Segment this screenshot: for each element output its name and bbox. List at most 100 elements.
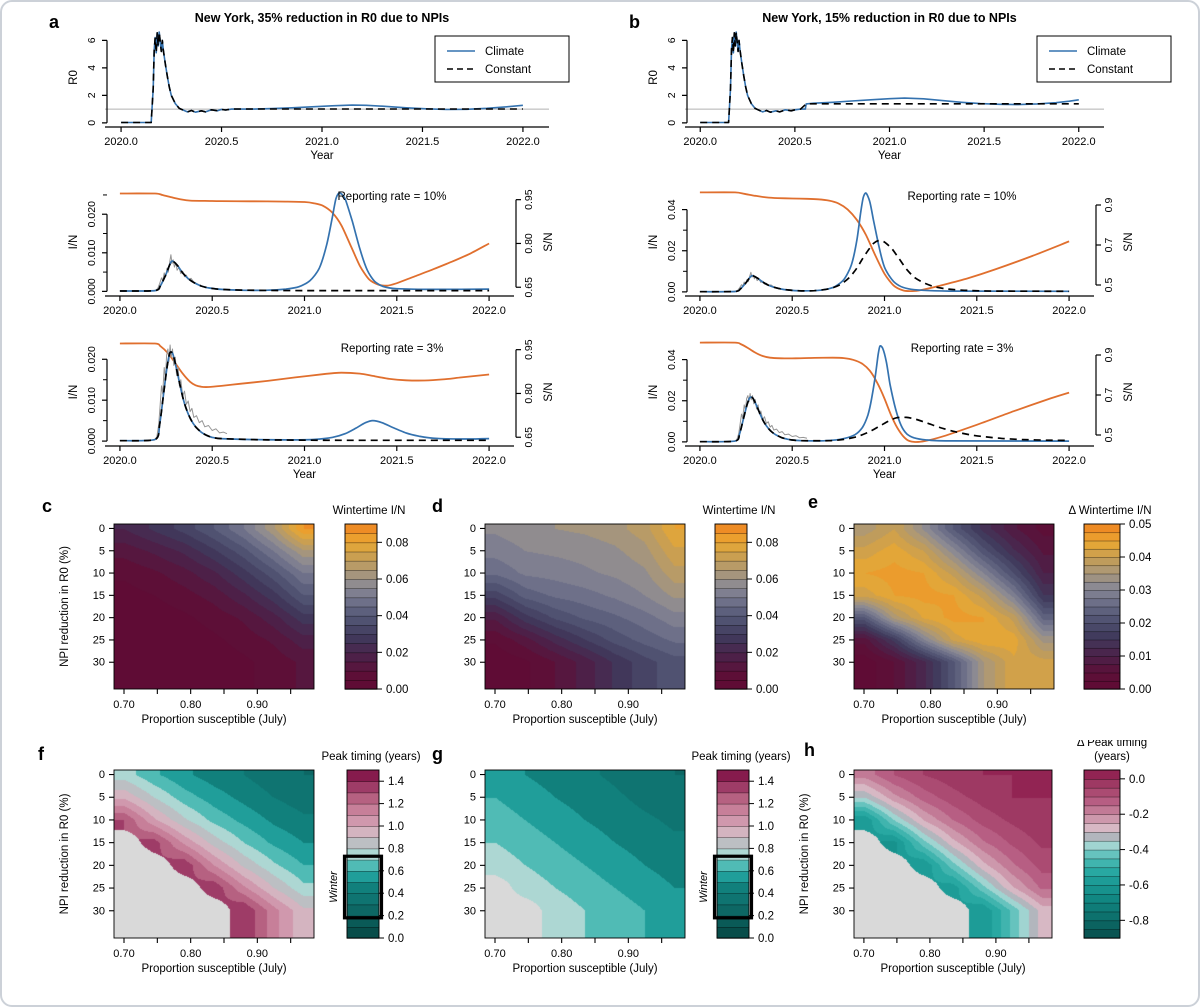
svg-text:(years): (years) — [1094, 751, 1130, 763]
svg-text:2021.5: 2021.5 — [380, 305, 414, 317]
svg-text:15: 15 — [93, 837, 105, 849]
svg-text:-0.2: -0.2 — [1129, 809, 1149, 821]
chart-a: 2020.0 2020.5 2021.0 2021.5 2022.0 Year 0 2 4 6 R0… — [68, 11, 570, 162]
svg-text:0.04: 0.04 — [386, 611, 409, 623]
svg-text:2021.0: 2021.0 — [873, 136, 907, 148]
svg-text:Year: Year — [310, 150, 333, 162]
svg-text:0.04: 0.04 — [1129, 552, 1152, 564]
svg-text:I/N: I/N — [648, 235, 660, 250]
panel-letter-g: g — [432, 744, 443, 764]
svg-text:0.020: 0.020 — [86, 346, 98, 372]
svg-text:20: 20 — [464, 612, 476, 624]
svg-text:6: 6 — [666, 37, 678, 43]
svg-text:Reporting rate = 10%: Reporting rate = 10% — [908, 191, 1017, 203]
svg-text:New York, 35% reduction in R0: New York, 35% reduction in R0 due to NPI… — [195, 11, 450, 25]
svg-text:0.2: 0.2 — [758, 911, 774, 923]
heatmap-h — [854, 770, 1052, 938]
svg-text:S/N: S/N — [543, 232, 555, 251]
panel-b-reporting10-timeseries: 2020.0 2020.5 2021.0 2021.5 2022.0 0.00 0.02 0.… — [617, 178, 1192, 324]
panel-letter-b: b — [629, 12, 640, 32]
svg-text:0.00: 0.00 — [666, 282, 678, 303]
svg-text:0.00: 0.00 — [756, 684, 778, 696]
panel-d-wintertime-heatmap: d 0.70 0.80 0.90 Proportion susceptible (Jul… — [402, 492, 802, 740]
svg-text:2022.0: 2022.0 — [1062, 136, 1096, 148]
svg-text:0.7: 0.7 — [1103, 388, 1115, 403]
svg-text:2021.5: 2021.5 — [406, 136, 440, 148]
svg-text:0.06: 0.06 — [756, 574, 778, 586]
svg-text:5: 5 — [839, 545, 845, 557]
svg-text:4: 4 — [666, 65, 678, 71]
winter-range-box — [712, 854, 754, 920]
svg-text:S/N: S/N — [1123, 382, 1135, 401]
svg-text:1.4: 1.4 — [388, 776, 405, 788]
panel-b-reporting3-timeseries: 2020.0 2020.5 2021.0 2021.5 2022.0 Year 0.00 0.… — [617, 324, 1192, 490]
svg-text:0.65: 0.65 — [523, 427, 535, 448]
svg-text:Δ Peak timing: Δ Peak timing — [1077, 740, 1147, 749]
svg-text:0.65: 0.65 — [523, 277, 535, 298]
svg-text:0.70: 0.70 — [484, 948, 505, 960]
svg-text:30: 30 — [464, 905, 476, 917]
panel-letter-h: h — [804, 740, 815, 760]
svg-text:0.9: 0.9 — [1103, 198, 1115, 213]
svg-text:2022.0: 2022.0 — [506, 136, 540, 148]
svg-text:2022.0: 2022.0 — [472, 305, 506, 317]
svg-text:1.2: 1.2 — [388, 799, 404, 811]
svg-text:0.90: 0.90 — [987, 699, 1008, 711]
svg-text:0.6: 0.6 — [758, 866, 774, 878]
heatmap-f — [114, 770, 314, 938]
svg-text:Winter: Winter — [698, 870, 710, 903]
svg-text:25: 25 — [464, 883, 476, 895]
svg-text:0.02: 0.02 — [666, 390, 678, 411]
svg-text:20: 20 — [93, 612, 105, 624]
svg-text:1.4: 1.4 — [758, 776, 775, 788]
svg-text:0.0: 0.0 — [388, 933, 404, 945]
svg-text:2021.0: 2021.0 — [868, 455, 902, 467]
svg-text:2021.0: 2021.0 — [305, 136, 339, 148]
svg-text:2020.0: 2020.0 — [683, 455, 717, 467]
svg-text:20: 20 — [464, 860, 476, 872]
chart-h: 0.70 0.80 0.90 Proportion susceptible (July… — [799, 740, 1149, 975]
svg-text:Wintertime I/N: Wintertime I/N — [703, 505, 776, 517]
svg-text:15: 15 — [833, 590, 845, 602]
svg-text:0.00: 0.00 — [1129, 684, 1151, 696]
panel-letter-a: a — [49, 12, 60, 32]
panel-a-reporting10-timeseries: 2020.0 2020.5 2021.0 2021.5 2022.0 0.000 0.010… — [37, 178, 612, 324]
svg-text:Year: Year — [293, 469, 316, 481]
svg-text:30: 30 — [93, 905, 105, 917]
svg-text:0.5: 0.5 — [1103, 278, 1115, 293]
svg-text:0.80: 0.80 — [180, 948, 201, 960]
svg-text:0.010: 0.010 — [86, 387, 98, 413]
svg-text:0: 0 — [86, 120, 98, 126]
svg-text:0.02: 0.02 — [666, 240, 678, 261]
heatmap-e — [854, 524, 1054, 689]
svg-text:2021.0: 2021.0 — [288, 305, 322, 317]
winter-range-box — [342, 854, 384, 920]
svg-text:S/N: S/N — [543, 382, 555, 401]
svg-text:0.90: 0.90 — [247, 948, 268, 960]
svg-text:Year: Year — [878, 150, 901, 162]
svg-text:0.70: 0.70 — [853, 699, 874, 711]
svg-text:0.05: 0.05 — [1129, 519, 1151, 531]
chart-b3: 2020.0 2020.5 2021.0 2021.5 2022.0 Year 0.00 0.… — [648, 341, 1135, 481]
panel-letter-f: f — [38, 744, 44, 764]
svg-text:0.7: 0.7 — [1103, 238, 1115, 253]
svg-text:0.80: 0.80 — [551, 948, 572, 960]
svg-text:Reporting rate = 3%: Reporting rate = 3% — [911, 343, 1014, 355]
chart-d: 0.70 0.80 0.90 Proportion susceptible (July… — [464, 505, 779, 726]
svg-text:0.80: 0.80 — [523, 383, 535, 404]
svg-text:0.8: 0.8 — [388, 843, 404, 855]
svg-text:New York, 15% reduction in R0: New York, 15% reduction in R0 due to NPI… — [762, 11, 1017, 25]
svg-text:10: 10 — [464, 814, 476, 826]
svg-text:25: 25 — [93, 883, 105, 895]
svg-text:2021.5: 2021.5 — [960, 305, 994, 317]
svg-text:0: 0 — [99, 769, 105, 781]
chart-a3: 2020.0 2020.5 2021.0 2021.5 2022.0 Year 0.000 0… — [68, 339, 555, 481]
svg-text:1.0: 1.0 — [388, 821, 404, 833]
svg-text:0: 0 — [666, 120, 678, 126]
svg-text:2021.0: 2021.0 — [868, 305, 902, 317]
svg-text:0.70: 0.70 — [853, 948, 874, 960]
panel-letter-c: c — [42, 496, 53, 516]
panel-a-r0-timeseries: a 2020.0 2020.5 2021.0 2021.5 2022.0 Year 0 2 4 6 R… — [37, 10, 612, 178]
svg-text:Proportion susceptible (July): Proportion susceptible (July) — [141, 714, 286, 726]
